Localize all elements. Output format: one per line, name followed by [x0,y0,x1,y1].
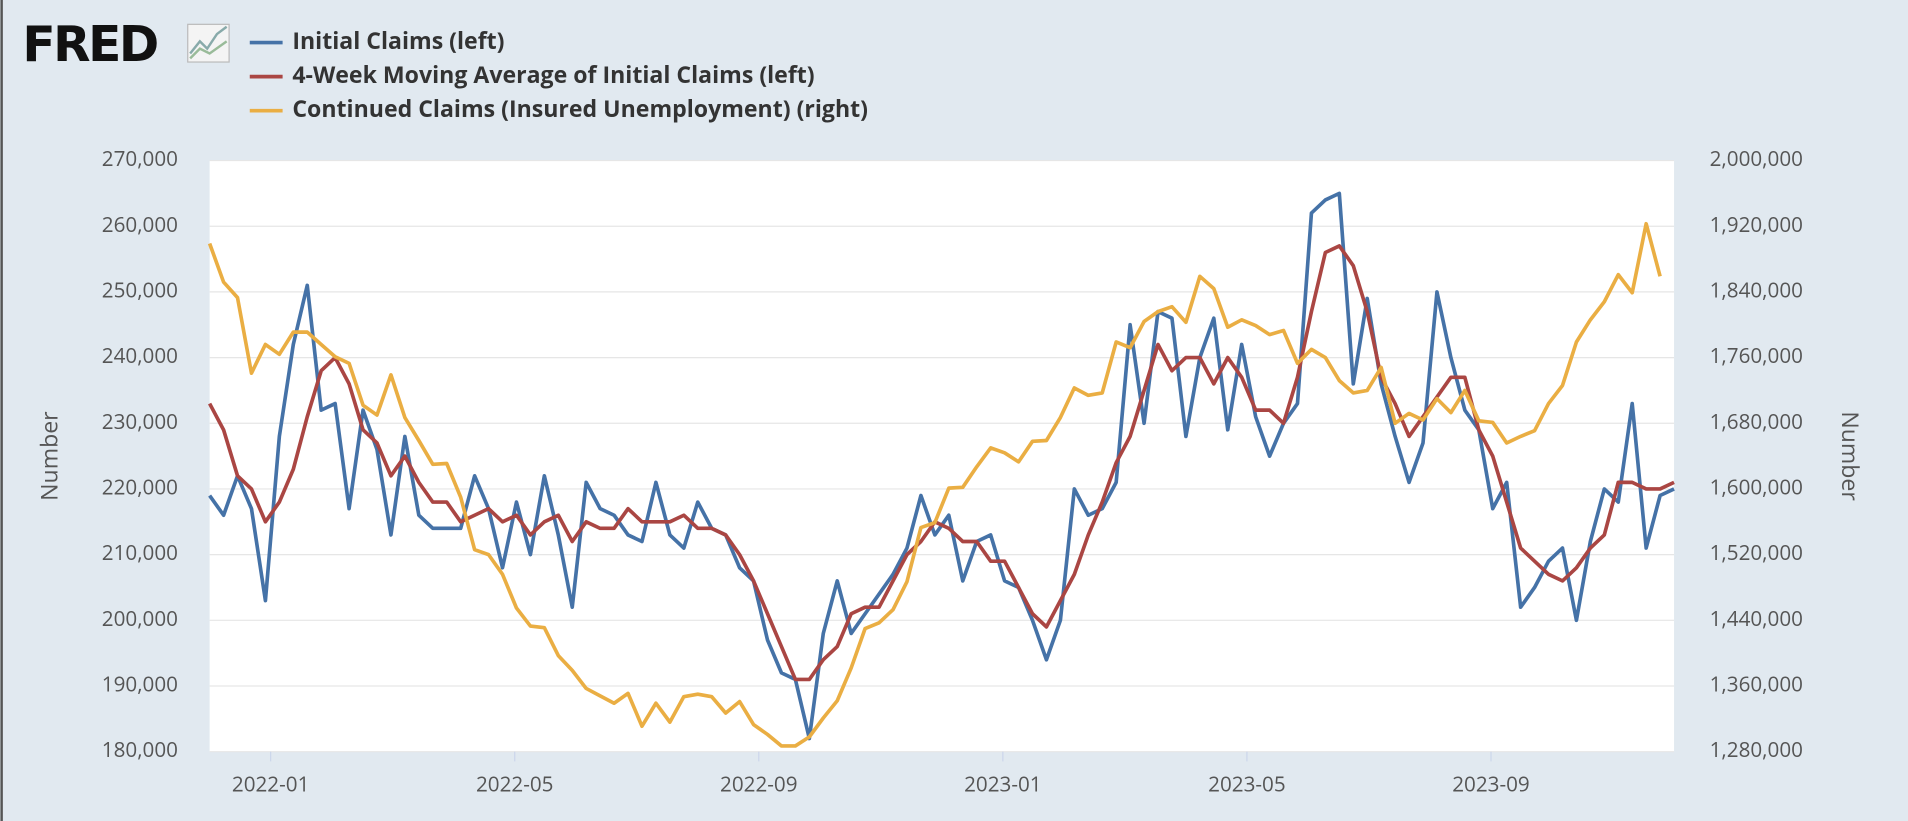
y2-tick-label: 2,000,000 [1710,145,1803,173]
legend-label: Continued Claims (Insured Unemployment) … [292,92,868,124]
x-tick-label: 2022-01 [232,770,310,798]
legend-label: 4-Week Moving Average of Initial Claims … [292,58,814,90]
y2-tick-label: 1,680,000 [1710,408,1803,436]
y2-tick-label: 1,600,000 [1710,473,1803,501]
x-tick-label: 2022-05 [476,770,554,798]
y2-tick-label: 1,280,000 [1710,736,1803,764]
y2-tick-label: 1,920,000 [1710,211,1803,239]
y-tick-label: 220,000 [102,473,178,501]
y-tick-label: 260,000 [102,211,178,239]
plot-area [209,160,1675,752]
y-tick-label: 240,000 [102,342,178,370]
y-axis-label: Number [33,411,65,501]
y2-tick-label: 1,440,000 [1710,605,1803,633]
logo-icon [187,23,230,63]
x-tick-label: 2023-01 [964,770,1042,798]
series-line [207,221,1662,748]
y-tick-label: 250,000 [102,276,178,304]
y-tick-label: 270,000 [102,145,178,173]
frame-edge [0,0,3,821]
y2-tick-label: 1,520,000 [1710,539,1803,567]
y2-axis-label: Number [1835,411,1867,501]
y2-tick-label: 1,840,000 [1710,276,1803,304]
y-tick-label: 210,000 [102,539,178,567]
x-tick-label: 2023-05 [1208,770,1286,798]
y-tick-label: 200,000 [102,605,178,633]
x-tick-label: 2023-09 [1452,770,1530,798]
y2-tick-label: 1,760,000 [1710,342,1803,370]
y-tick-label: 180,000 [102,736,178,764]
logo: FRED [22,17,157,73]
legend-label: Initial Claims (left) [292,24,504,56]
y2-tick-label: 1,360,000 [1710,671,1803,699]
x-tick-label: 2022-09 [720,770,798,798]
y-tick-label: 230,000 [102,408,178,436]
y-tick-label: 190,000 [102,671,178,699]
